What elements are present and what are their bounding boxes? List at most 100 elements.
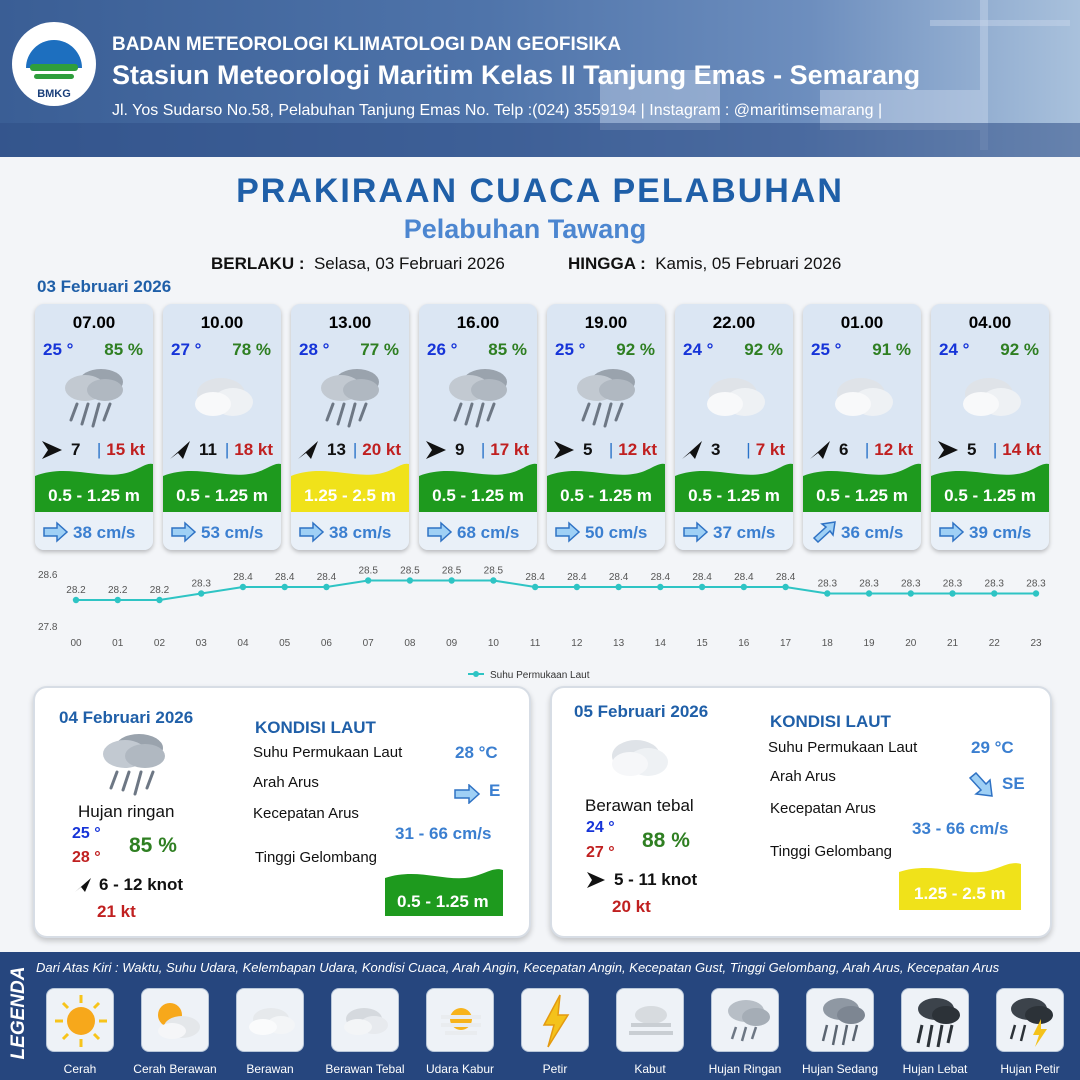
series-line	[76, 579, 1036, 601]
x-tick-label: 21	[947, 638, 959, 649]
day3-sea-heading: KONDISI LAUT	[770, 712, 891, 731]
current-speed: 38 cm/s	[73, 523, 136, 542]
wave-height: 0.5 - 1.25 m	[560, 486, 652, 505]
current-arrow-southeast-icon	[968, 772, 993, 797]
valid-from: BERLAKU : Selasa, 03 Februari 2026	[211, 254, 505, 273]
forecast-wind: 5 | 14 kt	[937, 438, 1045, 460]
data-point	[531, 583, 539, 591]
data-label: 28.3	[1026, 579, 1046, 590]
x-tick-label: 00	[70, 638, 82, 649]
light-rain-icon	[441, 364, 515, 432]
forecast-humidity: 85 %	[104, 340, 143, 359]
port-name: Pelabuhan Tawang	[403, 214, 647, 244]
x-tick-label: 01	[112, 638, 124, 649]
current-arrow-icon	[299, 521, 325, 543]
forecast-card: 22.00 24 ° 92 % 3 | 7 kt 0.5 - 1.25 m 37 cm/s	[675, 304, 793, 550]
forecast-humidity: 92 %	[1000, 340, 1039, 359]
sea-surface-temp-chart: 28.6 27.8 28.2 00 28.2 01 28.2 02 28.3 03 28.4 04 28…	[38, 566, 1046, 682]
day2-humidity: 85 %	[129, 834, 177, 857]
page-title: PRAKIRAAN CUACA PELABUHAN	[236, 172, 844, 210]
x-tick-label: 22	[989, 638, 1001, 649]
wind-direction-icon	[937, 440, 959, 460]
forecast-current: 50 cm/s	[547, 512, 665, 550]
forecast-time: 07.00	[72, 313, 116, 332]
x-tick-label: 16	[738, 638, 750, 649]
data-label: 28.4	[609, 572, 629, 583]
x-tick-label: 02	[154, 638, 166, 649]
wave-height-graphic	[291, 463, 409, 512]
forecast-temp: 28 °	[299, 340, 330, 359]
thick-cloud-icon	[331, 988, 399, 1052]
wind-speed: 5	[967, 440, 977, 459]
legend-label: Berawan Tebal	[325, 1062, 405, 1076]
forecast-current: 38 cm/s	[291, 512, 409, 550]
data-point	[364, 577, 372, 584]
x-tick-label: 03	[196, 638, 208, 649]
forecast-humidity: 77 %	[360, 340, 399, 359]
x-tick-label: 12	[571, 638, 583, 649]
legend-label: Udara Kabur	[425, 1062, 495, 1076]
data-point	[156, 596, 163, 604]
data-point	[782, 583, 789, 591]
wave-height-graphic	[385, 869, 503, 916]
forecast-temp: 27 °	[171, 340, 202, 359]
legend-label: Cerah Berawan	[133, 1062, 217, 1076]
wave-height-graphic	[803, 463, 921, 512]
legend-label: Berawan	[246, 1062, 294, 1076]
forecast-wind: 11 | 18 kt	[169, 438, 277, 460]
day3-panel: 05 Februari 2026 Berawan tebal 24 ° 27 °…	[550, 686, 1052, 938]
data-label: 28.4	[275, 572, 295, 583]
wave-height: 0.5 - 1.25 m	[816, 486, 908, 505]
current-speed: 37 cm/s	[713, 523, 776, 542]
data-label: 28.4	[692, 572, 712, 583]
day2-current-dir-label: Arah Arus	[253, 774, 319, 791]
light-rain-icon	[103, 734, 165, 796]
legend-label: Kabut	[634, 1062, 666, 1076]
data-point	[448, 577, 455, 584]
header-banner	[0, 0, 1080, 157]
wind-direction-icon	[681, 440, 703, 460]
forecast-time: 22.00	[712, 313, 756, 332]
data-label: 28.3	[859, 579, 879, 590]
forecast-current: 36 cm/s	[803, 512, 921, 550]
wind-speed: 13	[327, 440, 346, 459]
day2-current-speed-label: Kecepatan Arus	[253, 805, 359, 822]
wave-height-graphic	[547, 463, 665, 512]
data-label: 28.4	[776, 572, 796, 583]
day2-current-dir: E	[489, 781, 501, 800]
light-rain-icon	[313, 364, 387, 432]
day3-wind: 5 - 11 knot	[614, 870, 698, 889]
forecast-time: 19.00	[584, 313, 628, 332]
fog-icon	[616, 988, 684, 1052]
moderate-rain-icon	[806, 988, 874, 1052]
station-address: Jl. Yos Sudarso No.58, Pelabuhan Tanjung…	[112, 102, 883, 119]
data-point	[1032, 590, 1040, 597]
wave-height: 0.5 - 1.25 m	[48, 486, 140, 505]
gust-speed: | 20 kt	[352, 440, 401, 459]
x-tick-label: 18	[822, 638, 834, 649]
day2-date: 04 Februari 2026	[59, 708, 194, 727]
forecast-wind: 6 | 12 kt	[809, 438, 917, 460]
x-tick-label: 06	[321, 638, 333, 649]
current-arrow-icon	[427, 521, 453, 543]
current-arrow-east-icon	[454, 784, 481, 804]
wind-direction-icon	[425, 440, 447, 460]
forecast-temp: 25 °	[43, 340, 74, 359]
forecast-card: 19.00 25 ° 92 % 5 | 12 kt 0.5 - 1.25 m 50 cm/s	[547, 304, 665, 550]
day3-wave: 1.25 - 2.5 m	[914, 884, 1006, 903]
data-point	[907, 590, 914, 597]
forecast-current: 37 cm/s	[675, 512, 793, 550]
legend-label: Hujan Petir	[1000, 1062, 1060, 1076]
light-rain-icon	[569, 364, 643, 432]
wind-direction-icon	[553, 440, 575, 460]
cloud-icon	[236, 988, 304, 1052]
day3-sst: 29 °C	[971, 738, 1014, 757]
x-tick-label: 09	[446, 638, 458, 649]
day2-temp-min: 25 °	[72, 825, 101, 842]
data-label: 28.2	[108, 585, 128, 596]
day3-weather: Berawan tebal	[585, 796, 694, 815]
y-tick-label: 27.8	[38, 622, 58, 633]
current-arrow-icon	[171, 521, 197, 543]
day3-humidity: 88 %	[642, 829, 690, 852]
legend-description: Dari Atas Kiri : Waktu, Suhu Udara, Kele…	[36, 960, 1000, 975]
